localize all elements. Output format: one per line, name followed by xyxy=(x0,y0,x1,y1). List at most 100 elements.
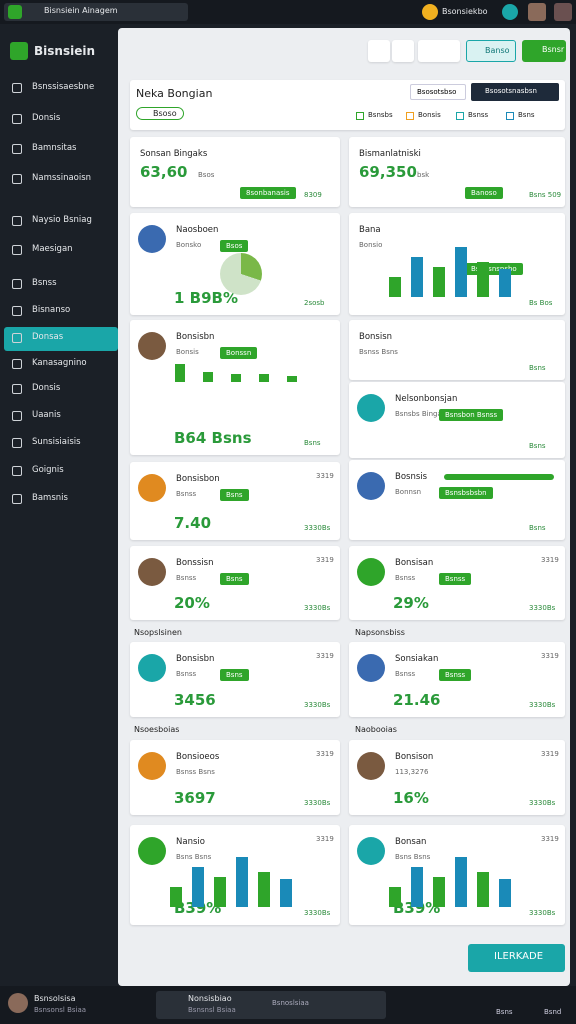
bar-deco xyxy=(433,267,445,297)
card xyxy=(130,137,340,207)
card-unit: bsk xyxy=(417,171,430,179)
dropdown[interactable]: Bsosotsbso xyxy=(410,84,466,100)
badge[interactable]: Bsos xyxy=(220,240,249,252)
nav-item[interactable]: Bsnss xyxy=(32,278,57,288)
bar-deco xyxy=(433,877,445,907)
badge[interactable]: Bsns xyxy=(220,669,249,681)
badge[interactable]: Bonssn xyxy=(220,347,258,359)
nav-item[interactable]: Kanasagnino xyxy=(32,358,87,368)
card-foot: 8309 xyxy=(304,191,322,199)
nav-icon xyxy=(12,306,22,316)
nav-item[interactable]: Naysio Bsniag xyxy=(32,215,92,225)
badge[interactable]: Bsns xyxy=(220,489,249,501)
bar-deco xyxy=(170,887,182,907)
card-value: B39% xyxy=(174,899,222,917)
card xyxy=(349,460,565,540)
card xyxy=(130,462,340,540)
action-button[interactable]: ILERKADE xyxy=(468,944,565,972)
panel-title: Neka Bongian xyxy=(136,87,213,100)
notif[interactable] xyxy=(502,4,518,20)
bar-deco xyxy=(259,374,269,382)
card-foot: 3330Bs xyxy=(529,799,556,807)
card-title: Naosboen xyxy=(176,225,219,235)
legend-chip: Bsnss xyxy=(468,111,489,119)
nav-icon xyxy=(12,333,22,343)
bottom-icon[interactable]: Bsnd xyxy=(544,1008,562,1016)
icon-btn[interactable] xyxy=(418,40,460,62)
card-value: 69,350 xyxy=(359,163,417,181)
nav-icon xyxy=(12,174,22,184)
bar-deco xyxy=(192,867,204,907)
bar-deco xyxy=(477,262,489,297)
badge[interactable]: Bsnss xyxy=(439,573,472,585)
nav-item[interactable]: Namssinaoisn xyxy=(32,173,92,183)
card-sub: Bonsio xyxy=(359,241,383,249)
badge[interactable]: Bsnsbon Bsnss xyxy=(439,409,504,421)
nav-item[interactable]: Bsnssisaesbne xyxy=(32,82,95,92)
dark-button[interactable]: Bsosotsnasbsn xyxy=(471,83,559,101)
bottom-avatar xyxy=(8,993,28,1013)
section-label: Naobooias xyxy=(355,725,397,734)
card-title: Bonsisn xyxy=(359,332,393,342)
green-button[interactable]: Bsnsr xyxy=(522,40,566,62)
task-sub: Bsnsnsl Bsiaa xyxy=(188,1006,236,1014)
icon-btn[interactable] xyxy=(368,40,390,62)
bottom-icon[interactable]: Bsns xyxy=(496,1008,513,1016)
card-foot: 3330Bs xyxy=(529,604,556,612)
bottom-search[interactable]: Bsnoslsiaa xyxy=(272,999,309,1007)
outline-button[interactable]: Banso xyxy=(466,40,516,62)
nav-item[interactable]: Bisnanso xyxy=(32,305,71,315)
nav-item[interactable]: Sunsisiaisis xyxy=(32,437,81,447)
card-icon xyxy=(138,225,166,253)
nav-item[interactable]: Donsis xyxy=(32,383,61,393)
bottom-user: Bsnsolsisa xyxy=(34,994,76,1003)
card-foot: 3330Bs xyxy=(529,701,556,709)
nav-item[interactable]: Bamsnis xyxy=(32,493,68,503)
badge[interactable]: Bsnasnsnsbo xyxy=(465,263,523,275)
avatar xyxy=(554,3,572,21)
icon-btn[interactable] xyxy=(392,40,414,62)
card-value: 20% xyxy=(174,594,210,612)
card-title: Sonsiakan xyxy=(395,654,439,664)
card-icon xyxy=(138,837,166,865)
brand-icon xyxy=(10,42,28,60)
card-title: Bosnsis xyxy=(395,472,428,482)
card-foot: Bsns 509 xyxy=(529,191,562,199)
card-sub: Bsnss xyxy=(395,670,416,678)
card-value: 21.46 xyxy=(393,691,441,709)
card-foot: 3330Bs xyxy=(529,909,556,917)
nav-icon xyxy=(12,114,22,124)
badge[interactable]: Bsnsbsbsbn xyxy=(439,487,493,499)
badge[interactable]: Banoso xyxy=(465,187,503,199)
badge[interactable]: 8sonbanasis xyxy=(240,187,296,199)
card-icon xyxy=(138,474,166,502)
card-top-right: 3319 xyxy=(541,835,559,843)
legend-chip: Bsns xyxy=(518,111,535,119)
card xyxy=(130,825,340,925)
badge[interactable]: Bsnss xyxy=(439,669,472,681)
card-sub: Bsnss xyxy=(395,574,416,582)
bar-deco xyxy=(499,879,511,907)
nav-item[interactable]: Goignis xyxy=(32,465,64,475)
card-top-right: 3319 xyxy=(316,750,334,758)
nav-item[interactable]: Bamnsitas xyxy=(32,143,77,153)
search-box[interactable] xyxy=(4,3,188,21)
card-top-right: 3319 xyxy=(316,556,334,564)
nav-item[interactable]: Uaanis xyxy=(32,410,61,420)
task-box[interactable] xyxy=(156,991,386,1019)
nav-item[interactable]: Donsas xyxy=(32,332,64,342)
card-icon xyxy=(357,654,385,682)
card-foot: 3330Bs xyxy=(304,524,331,532)
card-sub: 113,3276 xyxy=(395,768,429,776)
badge[interactable]: Bsns xyxy=(220,573,249,585)
nav-item[interactable]: Maesigan xyxy=(32,244,73,254)
nav-item[interactable]: Donsis xyxy=(32,113,61,123)
card-title: Bonsison xyxy=(395,752,434,762)
card xyxy=(130,740,340,815)
nav-icon xyxy=(12,466,22,476)
card-sub: Bsnss xyxy=(176,670,197,678)
bar-deco xyxy=(214,877,226,907)
card xyxy=(349,740,565,815)
section-label: Napsonsbiss xyxy=(355,628,405,637)
card-foot: 3330Bs xyxy=(304,909,331,917)
